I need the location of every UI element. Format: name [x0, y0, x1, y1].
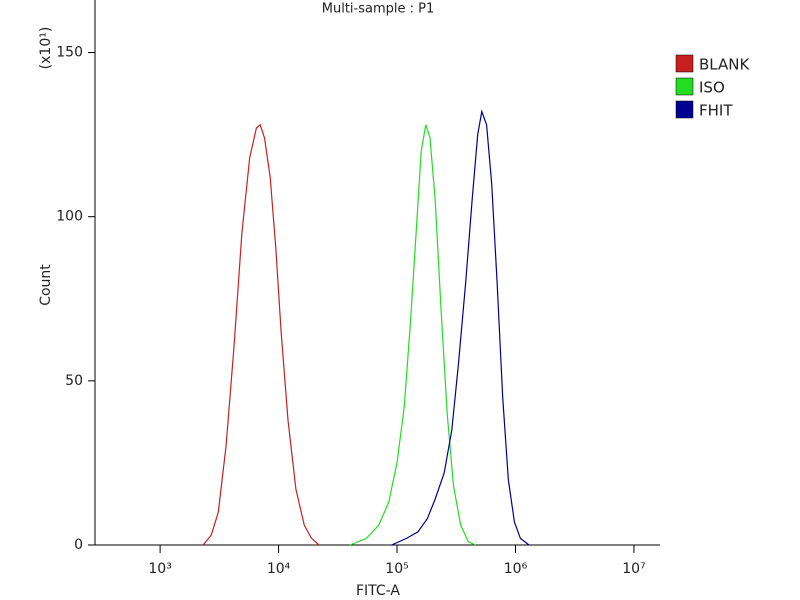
- y-tick-label: 150: [56, 45, 83, 61]
- x-tick-label: 10⁷: [622, 561, 645, 577]
- histogram-line: [202, 123, 320, 546]
- x-tick-label: 10⁶: [504, 561, 528, 577]
- chart-title: Multi-sample : P1: [322, 2, 435, 17]
- y-axis-label: Count: [38, 264, 54, 306]
- x-tick-label: 10⁵: [385, 561, 408, 577]
- x-tick-label: 10⁴: [267, 561, 291, 577]
- y-tick-label: 0: [74, 537, 83, 553]
- y-axis-unit: (x10¹): [38, 27, 54, 70]
- x-axis-label: FITC-A: [356, 583, 400, 599]
- legend-swatch: [675, 54, 694, 73]
- legend-label: ISO: [699, 79, 725, 97]
- y-tick-label: 50: [65, 373, 83, 389]
- histogram-line: [391, 109, 530, 546]
- legend-swatch: [675, 77, 694, 96]
- y-tick-label: 100: [56, 209, 83, 225]
- legend-swatch: [675, 100, 694, 119]
- x-tick-label: 10³: [148, 561, 171, 577]
- legend-label: FHIT: [699, 102, 733, 120]
- histogram-line: [349, 124, 476, 546]
- legend-label: BLANK: [699, 56, 750, 74]
